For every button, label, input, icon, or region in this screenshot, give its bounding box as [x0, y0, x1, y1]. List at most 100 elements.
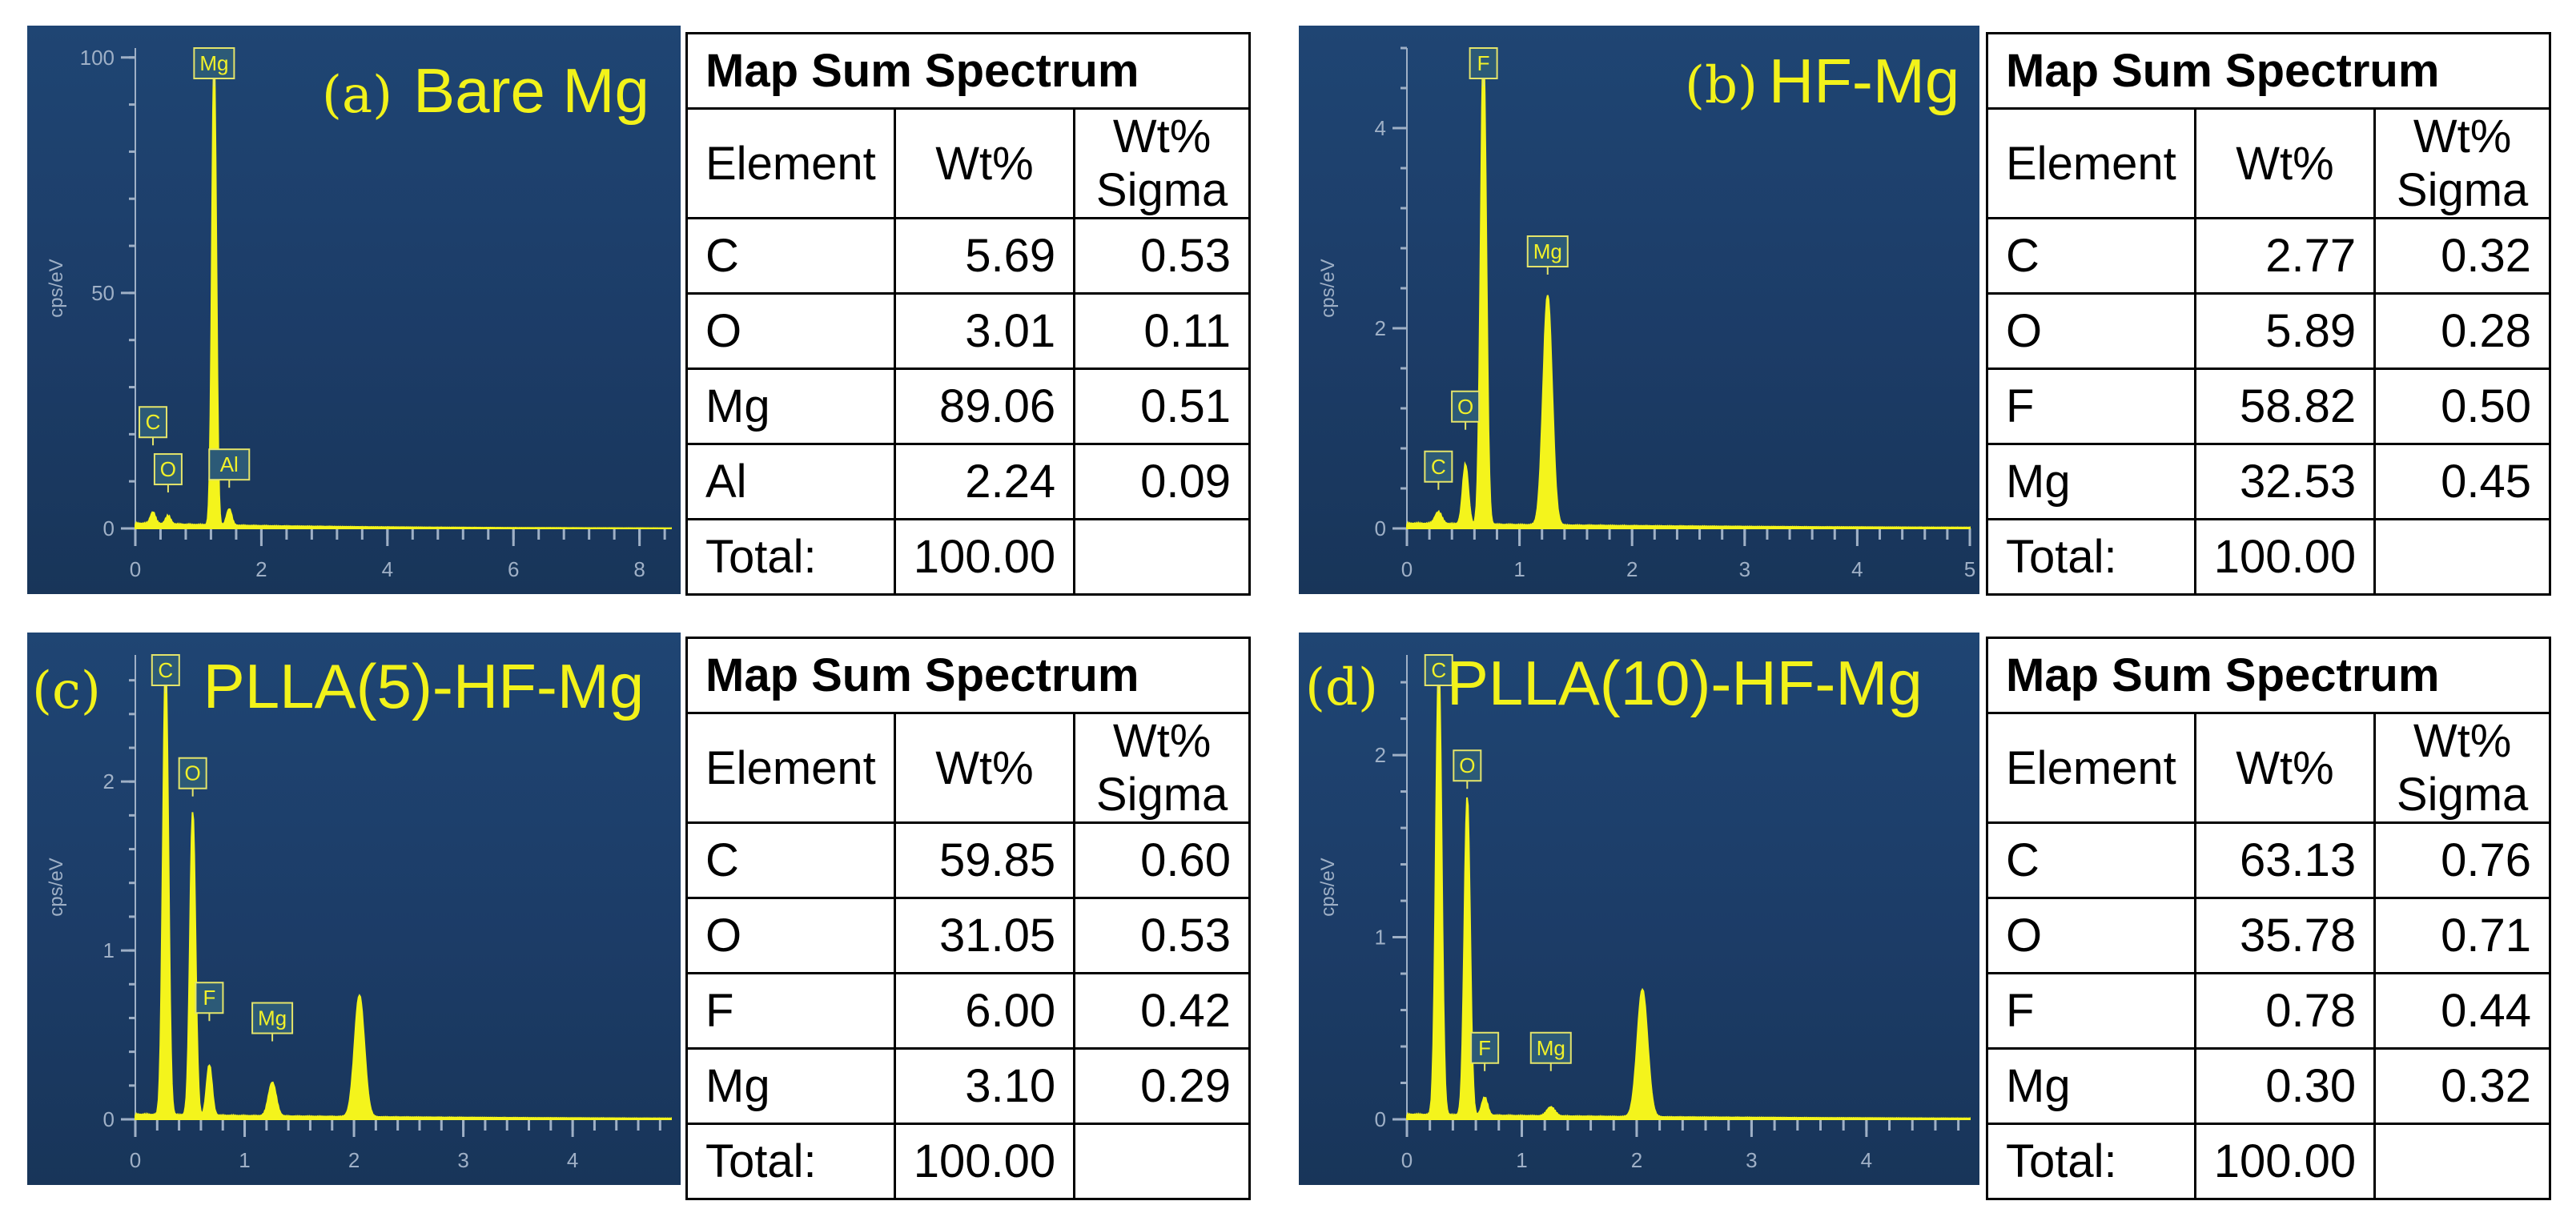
spectrum-panel-a: cps/eV 0 50 100 0 2 4 6 8 C O Mg Al: [27, 26, 681, 594]
panel-label-c: (c) PLLA(5)-HF-Mg: [32, 650, 644, 723]
cell-wt: 31.05: [893, 897, 1076, 974]
peak-tag-label: C: [146, 410, 161, 434]
panel-name: HF-Mg: [1768, 46, 1960, 116]
cell-sigma: 0.44: [2373, 972, 2551, 1050]
x-tick-label: 2: [255, 557, 267, 581]
peak-tag: Al: [208, 448, 251, 488]
table-row: C 59.85 0.60: [685, 821, 1251, 899]
header-element: Element: [685, 107, 896, 219]
spectrum-panel-c: cps/eV 0 1 2 0 1 2 3 4 C O F Mg: [27, 633, 681, 1185]
header-sigma: Wt% Sigma: [1073, 712, 1251, 824]
panel-name: PLLA(10)-HF-Mg: [1446, 648, 1923, 718]
table-row: F 6.00 0.42: [685, 972, 1251, 1050]
x-tick-label: 0: [1401, 557, 1413, 581]
y-tick-label: 0: [103, 516, 115, 540]
y-axis-label: cps/eV: [46, 259, 67, 317]
peak-tag: O: [153, 453, 183, 493]
peak-tag: O: [1451, 390, 1481, 430]
cell-wt: 5.69: [893, 217, 1076, 295]
peak-tag-box: [151, 654, 180, 686]
y-axis-label: cps/eV: [1317, 858, 1339, 916]
cell-element: C: [685, 821, 896, 899]
y-tick-label: 1: [1375, 926, 1386, 950]
x-tick-label: 1: [239, 1148, 250, 1172]
data-table-a: Map Sum Spectrum Element Wt% Wt% Sigma C…: [685, 32, 1251, 596]
peak-tag-label: Mg: [1533, 239, 1562, 263]
total-label: Total:: [1986, 1123, 2196, 1200]
x-tick-label: 4: [1861, 1148, 1872, 1172]
y-tick-label: 4: [1375, 116, 1386, 140]
y-tick-label: 1: [103, 938, 115, 962]
panel-letter: (c): [32, 661, 101, 721]
panel-letter: (d): [1305, 658, 1378, 717]
cell-element: C: [685, 217, 896, 295]
table-row: Al 2.24 0.09: [685, 443, 1251, 520]
header-sigma: Wt% Sigma: [2373, 107, 2551, 219]
peak-tag-box: [195, 982, 224, 1014]
x-tick-label: 4: [567, 1148, 578, 1172]
header-element: Element: [1986, 712, 2196, 824]
table-row: O 3.01 0.11: [685, 292, 1251, 370]
y-tick-label: 0: [103, 1107, 115, 1131]
total-label: Total:: [685, 1123, 896, 1200]
cell-sigma: 0.09: [1073, 443, 1251, 520]
x-tick-label: 3: [457, 1148, 468, 1172]
panel-name: PLLA(5)-HF-Mg: [203, 651, 645, 721]
cell-element: O: [685, 292, 896, 370]
cell-sigma: 0.50: [2373, 368, 2551, 445]
peak-tag: Mg: [1526, 235, 1569, 275]
y-tick-label: 0: [1375, 1107, 1386, 1131]
cell-element: Al: [685, 443, 896, 520]
table-row: O 31.05 0.53: [685, 897, 1251, 974]
total-empty: [2373, 518, 2551, 596]
table-title: Map Sum Spectrum: [1986, 32, 2551, 110]
cell-wt: 2.77: [2193, 217, 2377, 295]
data-table-c: Map Sum Spectrum Element Wt% Wt% Sigma C…: [685, 637, 1251, 1200]
table-row: Mg 32.53 0.45: [1986, 443, 2551, 520]
peak-tag-label: F: [203, 986, 215, 1010]
cell-element: O: [1986, 897, 2196, 974]
peak-tag: O: [1453, 749, 1482, 789]
peak-tag: F: [1470, 1031, 1500, 1071]
cell-sigma: 0.60: [1073, 821, 1251, 899]
x-tick-label: 3: [1746, 1148, 1757, 1172]
peak-tag-label: C: [1431, 455, 1446, 479]
cell-element: F: [685, 972, 896, 1050]
panel-label-b: (b) HF-Mg: [1685, 45, 1959, 118]
peak-tag-label: O: [185, 761, 201, 785]
table-row: C 5.69 0.53: [685, 217, 1251, 295]
x-tick-label: 2: [348, 1148, 360, 1172]
peak-tag-label: Mg: [1537, 1036, 1565, 1060]
peak-tag-label: Mg: [199, 51, 228, 75]
cell-sigma: 0.32: [2373, 217, 2551, 295]
table-total-row: Total: 100.00: [685, 1123, 1251, 1200]
header-wt: Wt%: [893, 107, 1076, 219]
peak-tag-label: Al: [220, 452, 239, 476]
table-total-row: Total: 100.00: [685, 518, 1251, 596]
total-value: 100.00: [893, 1123, 1076, 1200]
x-tick-label: 2: [1626, 557, 1638, 581]
peak-tag: F: [195, 982, 224, 1022]
peak-tag-box: [1424, 654, 1453, 686]
peak-tag-label: C: [158, 658, 173, 682]
spectrum-trace: [135, 55, 672, 529]
peak-tag: C: [1424, 450, 1453, 490]
table-row: O 5.89 0.28: [1986, 292, 2551, 370]
peak-tag: C: [1424, 654, 1453, 693]
cell-wt: 2.24: [893, 443, 1076, 520]
y-axis-label: cps/eV: [46, 858, 67, 916]
peak-tag-label: Mg: [258, 1006, 287, 1030]
total-empty: [2373, 1123, 2551, 1200]
header-element: Element: [1986, 107, 2196, 219]
cell-sigma: 0.32: [2373, 1047, 2551, 1125]
cell-element: F: [1986, 972, 2196, 1050]
cell-wt: 63.13: [2193, 821, 2377, 899]
cell-element: F: [1986, 368, 2196, 445]
peak-tag-box: [208, 448, 251, 481]
x-tick-label: 1: [1513, 557, 1525, 581]
panel-letter: (a): [322, 66, 393, 125]
peak-tag-label: O: [1459, 753, 1475, 777]
peak-tag: O: [178, 757, 207, 797]
panel-label-a: (a) Bare Mg: [322, 54, 649, 127]
x-tick-label: 5: [1964, 557, 1975, 581]
